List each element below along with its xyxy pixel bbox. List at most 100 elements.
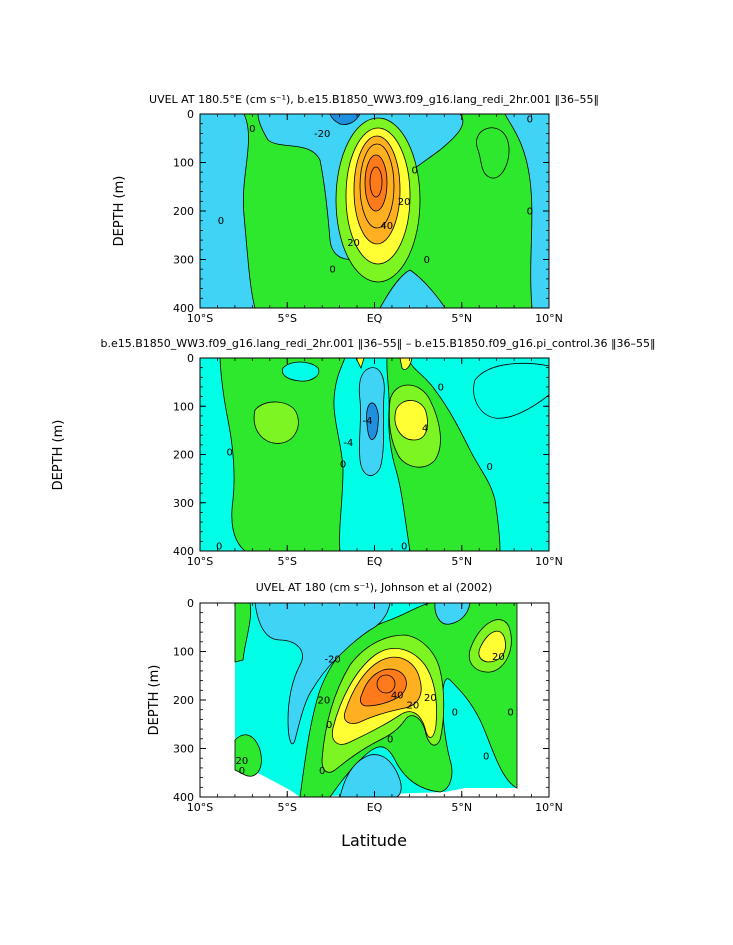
panel2-title: b.e15.B1850_WW3.f09_g16.lang_redi_2hr.00… [101,337,656,350]
panel1-fill-cyan-bottom [379,269,446,308]
panel2-ylabel: DEPTH (m) [51,420,66,491]
panel1-fill-darkblue-top [329,114,361,125]
contour-label-text: 0 [452,708,458,719]
y-tick-label: 100 [173,646,194,659]
x-tick-label: 5°N [451,801,472,814]
panel1-ylabel: DEPTH (m) [112,176,127,247]
contour-label-text: -4 [363,416,373,427]
panel1-fill-bump [476,127,510,179]
y-tick-label: 200 [173,205,194,218]
contour-label: 0 [319,766,325,777]
x-tick-label: 10°N [535,555,563,568]
y-tick-label: 0 [187,108,194,121]
x-tick-label: EQ [367,555,383,568]
panel2-contour-field [200,358,549,551]
contour-label: 0 [218,216,224,227]
contour-label-text: 20 [407,700,420,711]
panel3-contour-field [234,603,518,797]
y-tick-label: 300 [173,497,194,510]
y-tick-label: 200 [173,694,194,707]
x-tick-label: 5°S [278,801,297,814]
contour-label-text: 4 [422,423,428,434]
contour-label: 20 [492,652,505,663]
panel1-jet-l6 [369,166,383,198]
contour-label: 20 [318,696,331,707]
panel2-fill-darkblue [366,402,379,440]
contour-label: 0 [527,114,533,125]
panel2-fill-yellow [394,400,428,441]
contour-label-text: 0 [401,542,407,553]
y-tick-label: 0 [187,352,194,365]
panel1-contour-labels: 0 -20 0 20 40 20 0 0 0 0 0 [218,114,533,275]
x-tick-label: EQ [367,801,383,814]
contour-label-text: 40 [391,691,404,702]
contour-label-text: 0 [507,708,513,719]
contour-label: 0 [226,448,232,459]
contour-label-text: 20 [236,756,249,767]
contour-label: 0 [527,207,533,218]
contour-label: 0 [452,708,458,719]
contour-label: 0 [486,462,492,473]
panel1-fill-cyan-right [504,114,549,308]
contour-label: 0 [438,382,444,393]
contour-label-text: -20 [314,129,330,140]
panel1-contour-field [200,114,549,308]
contour-label-text: 0 [438,382,444,393]
contour-label: 0 [329,265,335,276]
panel2-fill-yellow-top1 [355,358,365,370]
contour-label-text: 20 [424,693,437,704]
contour-label: 0 [340,460,346,471]
y-tick-label: 0 [187,597,194,610]
contour-label-text: 0 [329,265,335,276]
panel3-fill-blue [254,603,391,745]
contour-label: 0 [326,720,332,731]
contour-label-text: 0 [326,720,332,731]
contour-label: -20 [324,654,340,665]
contour-label-text: 0 [226,448,232,459]
panel3-fill-blue-bottom [339,754,402,797]
panel3-ylabel: DEPTH (m) [147,665,162,736]
x-tick-label: 10°N [535,801,563,814]
contour-label-text: 0 [218,216,224,227]
panel3-fill-blue-r [434,603,471,625]
panel3-fill-yellow-r [478,630,506,663]
y-tick-label: 400 [173,545,194,558]
panel1-title: UVEL AT 180.5°E (cm s⁻¹), b.e15.B1850_WW… [149,93,599,106]
contour-label-text: 0 [340,460,346,471]
panel2-fill-cyan-pool [281,361,320,382]
contour-label: 0 [216,542,222,553]
contour-label: 0 [424,255,430,266]
contour-label: 20 [236,756,249,767]
x-tick-label: 10°S [187,312,213,325]
contour-label: 20 [398,197,411,208]
contour-label: 20 [424,693,437,704]
y-tick-label: 200 [173,449,194,462]
contour-label-text: 0 [216,542,222,553]
panel2-fill-cyan-right [473,363,549,419]
panel1-fill-cyan-left [200,114,256,308]
panel3-fill-core [376,674,396,694]
contour-label-text: 20 [492,652,505,663]
contour-label-text: 0 [527,207,533,218]
contour-label: -4 [363,416,373,427]
contour-label: 0 [239,766,245,777]
contour-label-text: 0 [249,124,255,135]
contour-label: 4 [422,423,428,434]
contour-label: 0 [387,734,393,745]
x-tick-label: 5°N [451,555,472,568]
contour-label: -4 [343,438,353,449]
panel3-title: UVEL AT 180 (cm s⁻¹), Johnson et al (200… [256,581,493,594]
contour-label-text: 20 [398,197,411,208]
y-tick-label: 300 [173,743,194,756]
panel3-fill-green-left [234,603,252,663]
contour-label: 0 [483,751,489,762]
panel2-fill-lightgreen-left [253,401,299,444]
y-tick-label: 300 [173,254,194,267]
x-tick-label: 5°S [278,312,297,325]
contour-label-text: -4 [343,438,353,449]
contour-label: 40 [391,691,404,702]
x-tick-label: 5°S [278,555,297,568]
